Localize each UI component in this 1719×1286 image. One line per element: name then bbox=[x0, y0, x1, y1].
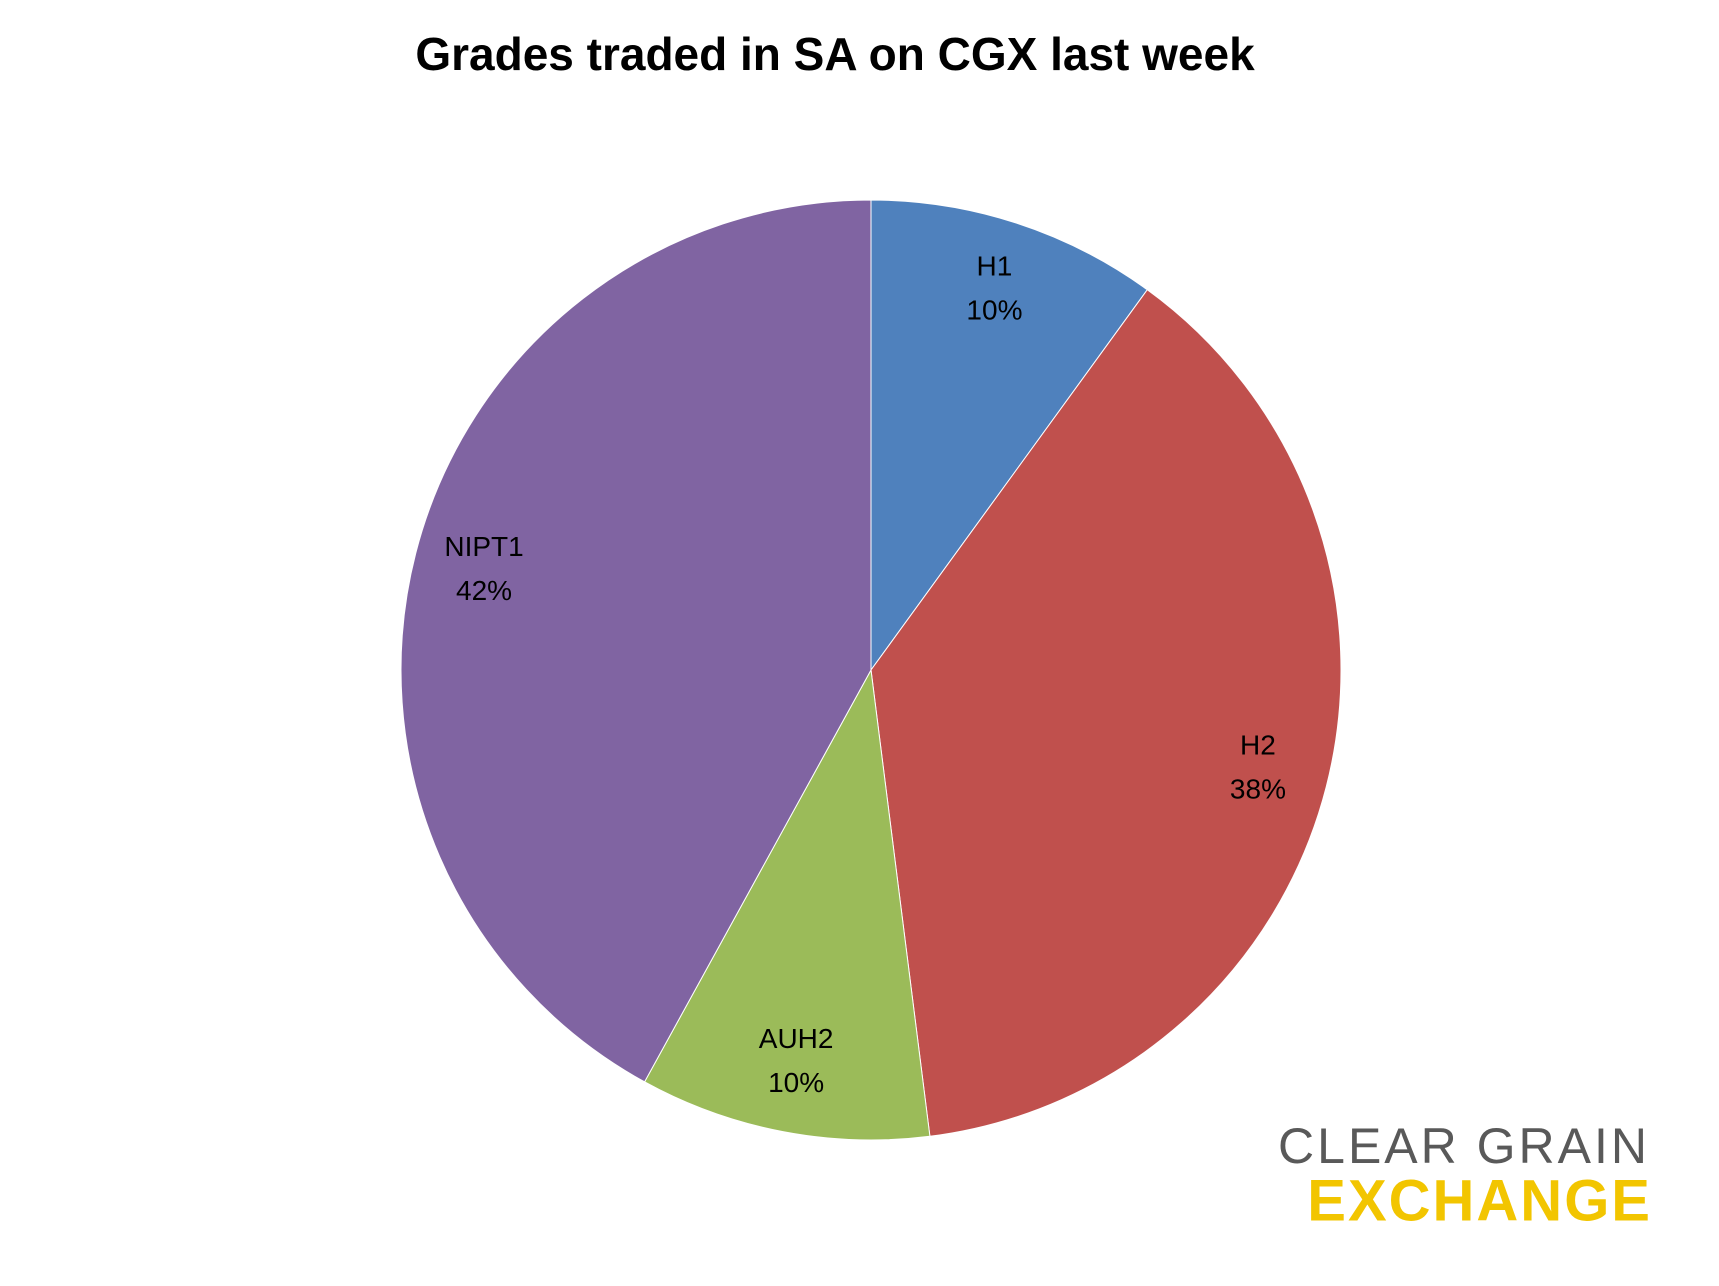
pie-slice bbox=[643, 668, 931, 1141]
logo-line-2: EXCHANGE bbox=[1307, 1168, 1652, 1233]
data-label-value: 10% bbox=[768, 1067, 824, 1098]
data-label-value: 42% bbox=[456, 575, 512, 606]
pie-slice bbox=[400, 199, 872, 1083]
pie-slice bbox=[870, 199, 1148, 672]
data-label-name: AUH2 bbox=[759, 1023, 834, 1054]
data-label-name: H2 bbox=[1240, 730, 1276, 761]
pie-slice bbox=[870, 289, 1342, 1137]
logo-line-1: CLEAR GRAIN bbox=[1278, 1118, 1650, 1174]
data-label-name: H1 bbox=[977, 250, 1013, 281]
data-label-value: 38% bbox=[1230, 774, 1286, 805]
data-label-value: 10% bbox=[966, 294, 1022, 325]
data-label-name: NIPT1 bbox=[444, 531, 523, 562]
chart-title: Grades traded in SA on CGX last week bbox=[415, 28, 1255, 80]
